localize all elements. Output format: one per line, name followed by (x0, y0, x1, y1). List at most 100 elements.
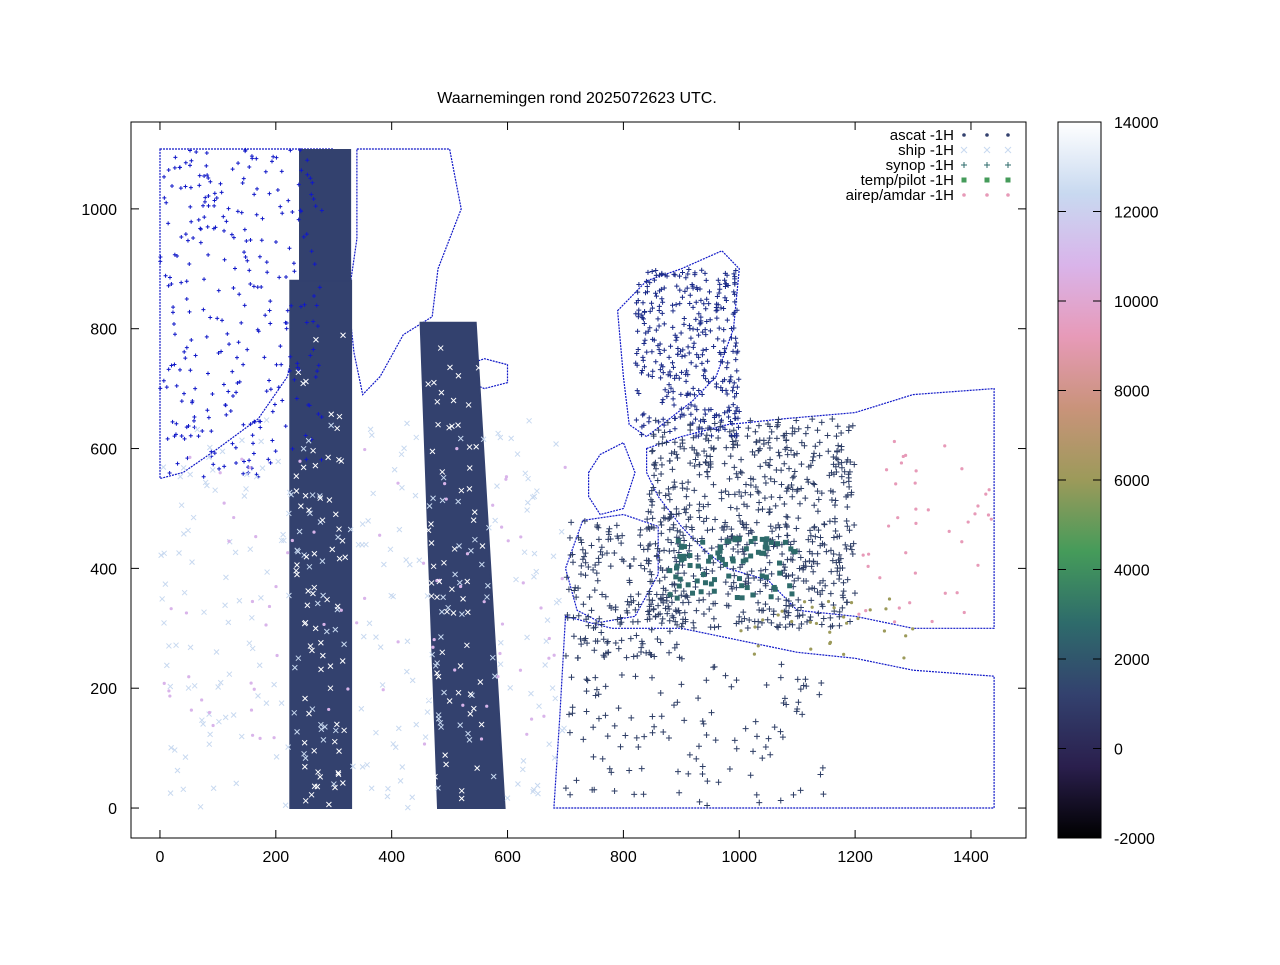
synop-marker (230, 369, 235, 374)
synop-marker (564, 614, 571, 621)
synop-marker (167, 471, 172, 476)
synop-marker (823, 548, 830, 555)
synop-marker (263, 313, 268, 318)
synop-marker (733, 584, 740, 591)
ship-marker (180, 786, 187, 793)
synop-marker (759, 506, 766, 513)
synop-marker (578, 562, 585, 569)
synop-marker (752, 718, 759, 725)
synop-marker (657, 350, 663, 356)
synop-marker (634, 388, 640, 394)
legend-marker (961, 177, 967, 183)
ship-marker (233, 780, 240, 787)
synop-marker (171, 321, 176, 326)
synop-marker (795, 596, 802, 603)
synop-marker (793, 417, 800, 424)
synop-marker (710, 481, 717, 488)
airep-marker (207, 710, 212, 715)
synop-marker (703, 515, 710, 522)
synop-marker (636, 281, 642, 287)
ship-marker (406, 561, 413, 568)
x-tick-label: 1400 (953, 849, 989, 866)
ship-marker (181, 589, 188, 596)
synop-marker (218, 181, 223, 186)
synop-marker (210, 391, 215, 396)
ship-marker (309, 706, 316, 712)
synop-marker (807, 532, 814, 539)
synop-marker (838, 464, 845, 471)
ship-marker (177, 473, 184, 480)
synop-marker (836, 551, 843, 558)
synop-marker (611, 788, 618, 795)
synop-marker (718, 489, 725, 496)
synop-marker (834, 456, 841, 463)
synop-marker (237, 292, 242, 297)
synop-marker (681, 570, 688, 577)
synop-marker (723, 281, 729, 287)
ship-marker (258, 595, 264, 601)
ship-marker (485, 582, 491, 589)
synop-marker (836, 608, 843, 615)
synop-marker (645, 560, 652, 567)
airep-marker (560, 577, 564, 581)
ship-marker (197, 803, 204, 810)
synop-marker (641, 565, 648, 572)
synop-marker (790, 791, 797, 798)
ship-marker (559, 727, 566, 734)
synop-marker (183, 356, 188, 361)
synop-marker (829, 416, 836, 423)
synop-marker (668, 539, 675, 546)
synop-marker (771, 478, 778, 485)
airep-marker (986, 513, 991, 517)
ship-marker (327, 685, 334, 692)
synop-marker (647, 541, 654, 548)
synop-marker (236, 161, 241, 166)
synop-marker (707, 328, 713, 334)
synop-marker (179, 434, 184, 439)
synop-marker (694, 451, 701, 458)
synop-marker (646, 611, 653, 618)
synop-marker (691, 340, 697, 346)
synop-marker (592, 692, 599, 699)
airep-marker (189, 708, 193, 712)
synop-marker (687, 301, 693, 307)
synop-marker (636, 391, 642, 397)
synop-marker (740, 609, 747, 616)
synop-marker (796, 565, 803, 572)
synop-marker (741, 615, 748, 622)
temp-marker (723, 561, 729, 567)
synop-marker (295, 365, 300, 370)
ship-marker (549, 685, 556, 691)
temp-marker (715, 550, 721, 556)
airep-marker (461, 703, 465, 707)
ship-marker (494, 483, 500, 490)
synop-marker (562, 652, 569, 659)
ship-marker (428, 580, 435, 586)
synop-marker (233, 445, 238, 450)
synop-marker (659, 271, 665, 277)
synop-marker (597, 548, 604, 555)
synop-marker (578, 539, 585, 546)
synop-marker (650, 431, 657, 438)
synop-marker (690, 624, 697, 631)
ship-marker (404, 420, 410, 427)
ship-marker (450, 397, 457, 404)
synop-marker (581, 553, 588, 560)
synop-marker (163, 273, 168, 278)
synop-marker (206, 371, 211, 376)
synop-marker (242, 227, 247, 232)
synop-marker (653, 293, 659, 299)
synop-marker (717, 281, 723, 287)
airep-marker (491, 503, 495, 507)
synop-marker (769, 528, 776, 535)
synop-marker (735, 424, 741, 430)
synop-marker (274, 362, 279, 367)
ship-marker (464, 642, 470, 649)
synop-marker (613, 522, 620, 529)
ship-marker (429, 448, 436, 455)
temp-marker (698, 589, 704, 595)
synop-marker (595, 524, 602, 531)
synop-marker (202, 173, 207, 178)
synop-marker (714, 293, 720, 299)
